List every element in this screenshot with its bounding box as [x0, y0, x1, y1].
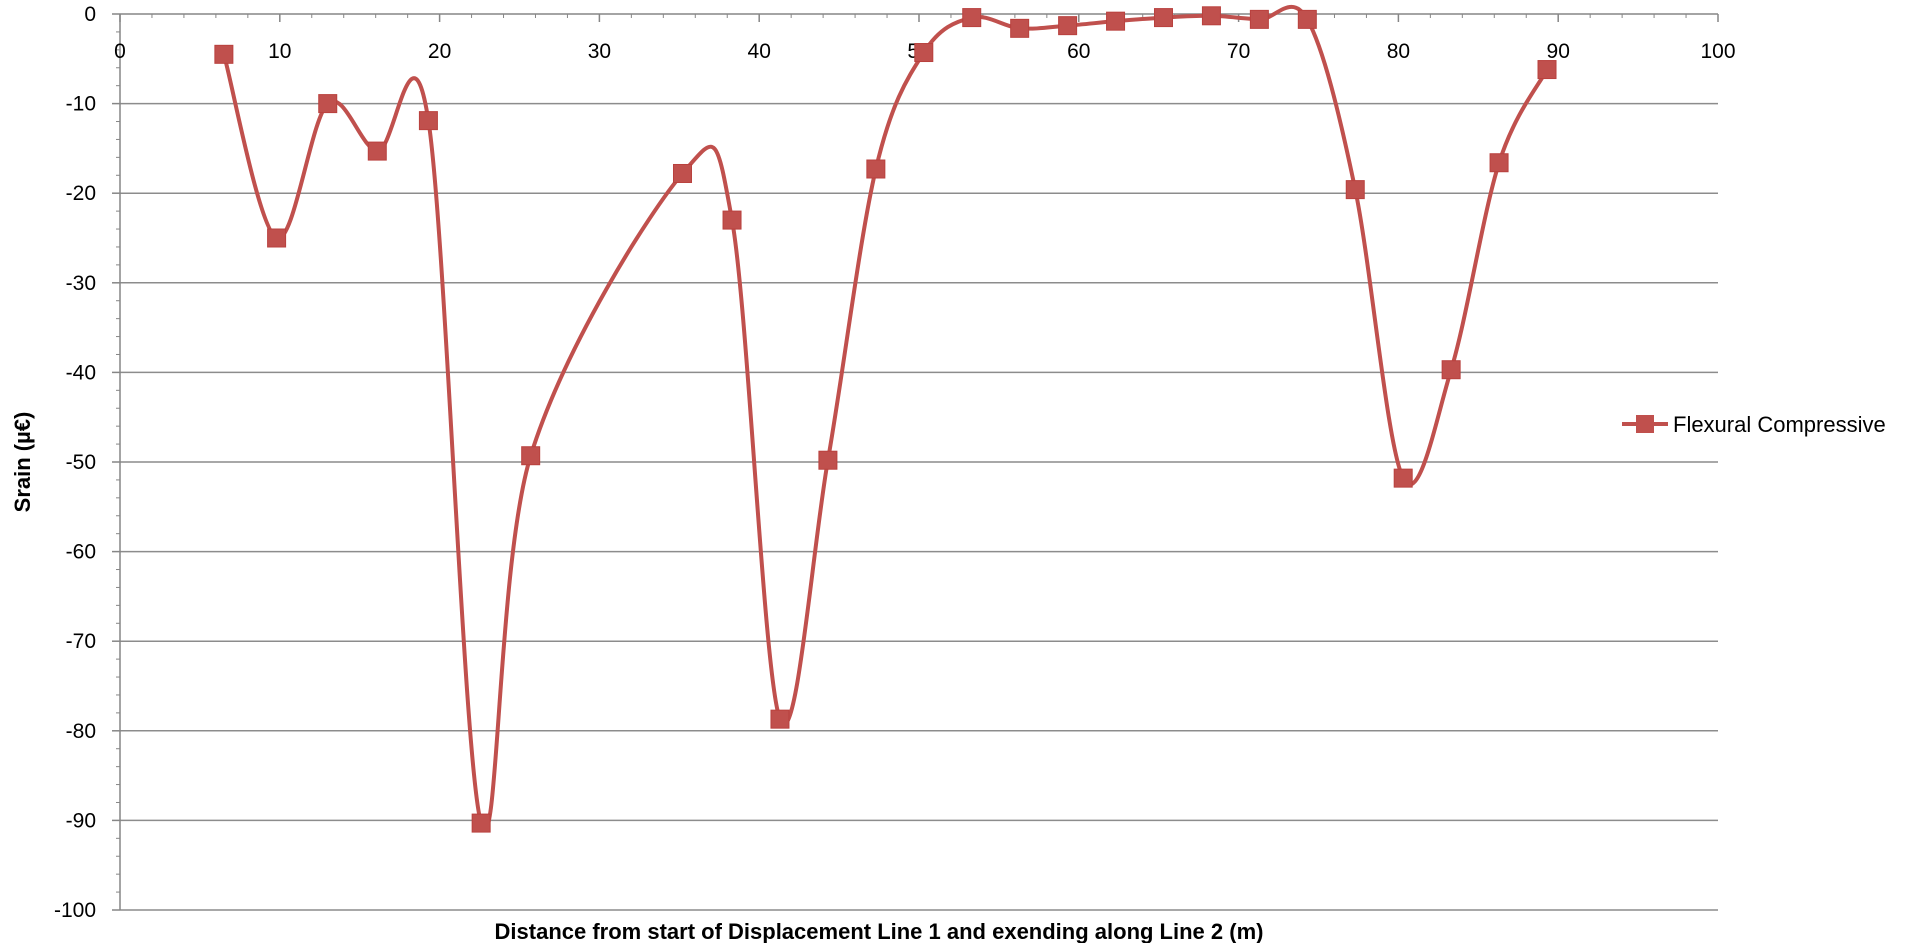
y-tick-label: -10	[66, 93, 96, 116]
y-tick-label: -60	[66, 541, 96, 564]
series-layer	[214, 4, 1557, 833]
x-tick-label: 30	[588, 40, 611, 63]
data-point-marker	[214, 44, 234, 64]
data-point-marker	[1010, 18, 1030, 38]
y-tick-label: -40	[66, 361, 96, 384]
data-point-marker	[418, 111, 438, 131]
x-tick-label: 0	[114, 40, 126, 63]
data-point-marker	[672, 163, 692, 183]
y-tick-label: -100	[54, 899, 96, 922]
data-point-marker	[1393, 468, 1413, 488]
x-tick-label: 80	[1387, 40, 1410, 63]
data-point-marker	[770, 709, 790, 729]
y-tick-label: -50	[66, 451, 96, 474]
data-point-marker	[866, 159, 886, 179]
data-point-marker	[1345, 180, 1365, 200]
legend-marker-swatch	[1636, 415, 1654, 433]
x-tick-label: 10	[268, 40, 291, 63]
y-tick-label: -80	[66, 720, 96, 743]
data-point-marker	[1489, 153, 1509, 173]
data-point-marker	[1441, 360, 1461, 380]
x-tick-label: 40	[748, 40, 771, 63]
data-point-marker	[1249, 9, 1269, 29]
data-point-marker	[471, 813, 491, 833]
data-point-marker	[914, 43, 934, 63]
x-tick-label: 90	[1547, 40, 1570, 63]
legend-label: Flexural Compressive	[1673, 412, 1886, 437]
y-tick-label: -30	[66, 272, 96, 295]
series-line	[221, 4, 1549, 832]
data-point-marker	[1537, 60, 1557, 80]
data-point-marker	[1058, 16, 1078, 36]
data-point-marker	[267, 228, 287, 248]
data-point-marker	[1297, 9, 1317, 29]
y-tick-label: -90	[66, 809, 96, 832]
data-point-marker	[1106, 11, 1126, 31]
data-point-marker	[1153, 8, 1173, 28]
minor-ticks	[116, 14, 1687, 893]
y-tick-label: 0	[84, 3, 96, 26]
x-tick-label: 100	[1700, 40, 1735, 63]
y-tick-labels: 0 -10 -20 -30 -40 -50 -60 -70 -80 -90 -100	[54, 3, 96, 922]
y-tick-label: -20	[66, 182, 96, 205]
data-point-marker	[1201, 6, 1221, 26]
y-axis-title: Srain (µ€)	[10, 412, 35, 513]
x-tick-label: 20	[428, 40, 451, 63]
x-tick-label: 60	[1067, 40, 1090, 63]
data-point-marker	[818, 450, 838, 470]
legend: Flexural Compressive	[1622, 412, 1886, 437]
x-axis-title: Distance from start of Displacement Line…	[495, 919, 1264, 943]
data-point-marker	[962, 8, 982, 28]
data-point-marker	[367, 141, 387, 161]
gridlines	[112, 13, 1719, 911]
x-tick-label: 70	[1227, 40, 1250, 63]
data-point-marker	[722, 210, 742, 230]
data-point-marker	[521, 446, 541, 466]
data-point-marker	[318, 94, 338, 114]
y-tick-label: -70	[66, 630, 96, 653]
